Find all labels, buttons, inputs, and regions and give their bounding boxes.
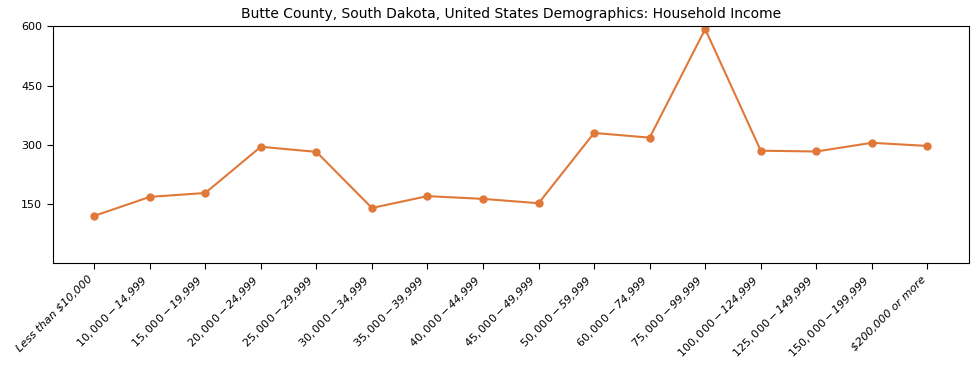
Title: Butte County, South Dakota, United States Demographics: Household Income: Butte County, South Dakota, United State… — [241, 7, 781, 21]
